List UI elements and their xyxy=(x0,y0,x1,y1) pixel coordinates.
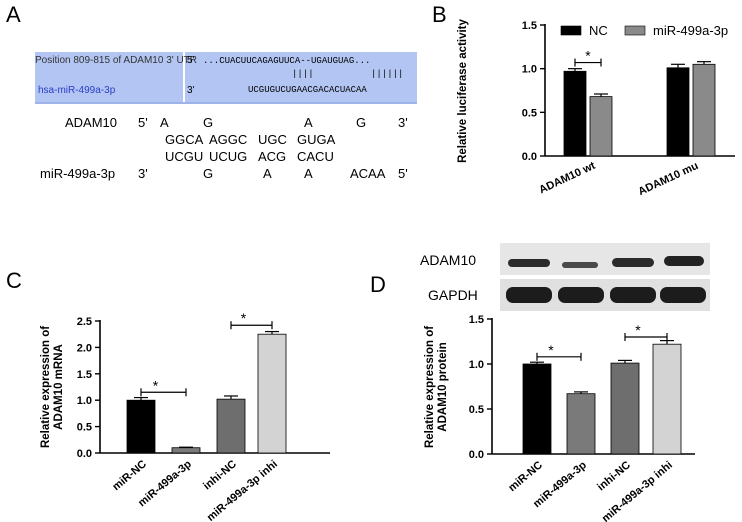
y-tick-label: 2.5 xyxy=(77,316,92,328)
western-blot: ADAM10 GAPDH xyxy=(420,243,710,313)
protein-expression-chart: 0.0 0.5 1.0 1.5 Relative expression ofADAM10… xyxy=(424,314,695,522)
adam10-three-prime: 3' xyxy=(398,115,408,130)
x-tick-label: miR-499a-3p inhi xyxy=(600,459,675,522)
adam10-bulge-2: G xyxy=(203,115,214,130)
blot-label-gapdh: GAPDH xyxy=(428,287,478,303)
legend-label: NC xyxy=(589,23,608,38)
bar xyxy=(610,362,640,455)
bar xyxy=(563,70,587,157)
mir-three-prime: 3' xyxy=(138,166,148,181)
legend-swatch xyxy=(560,25,582,36)
y-tick-label: 0.5 xyxy=(469,404,484,416)
mirna-three-prime: 3' xyxy=(187,85,195,96)
adam10-paired-2: AGGC xyxy=(209,132,248,147)
mir-five-prime: 5' xyxy=(398,166,408,181)
gapdh-band xyxy=(558,287,604,303)
x-tick-label: inhi-NC xyxy=(595,459,633,493)
utr-position-label: Position 809-815 of ADAM10 3' UTR xyxy=(35,55,197,66)
panel-a-letter: A xyxy=(6,2,21,27)
significance-star: * xyxy=(585,48,591,64)
adam10-label: ADAM10 xyxy=(65,115,118,130)
mir-paired-4: CACU xyxy=(297,149,334,164)
adam10-blot-strip xyxy=(500,243,710,275)
significance-star: * xyxy=(241,310,247,326)
legend-label: miR-499a-3p xyxy=(653,23,728,38)
y-tick-label: 0.5 xyxy=(77,422,92,434)
y-axis-label: Relative luciferase activity xyxy=(457,18,469,162)
mirna-name-label: hsa-miR-499a-3p xyxy=(38,85,116,96)
gapdh-band xyxy=(660,287,706,303)
utr-sequence: ...CUACUUCAGAGUUCA--UGAUGUAG... xyxy=(203,56,371,66)
mir-bulge-2: A xyxy=(263,166,272,181)
mir-bulge-1: G xyxy=(203,166,214,181)
y-tick-label: 1.0 xyxy=(522,64,537,76)
bar xyxy=(692,63,716,157)
utr-five-prime: 5' xyxy=(187,55,195,66)
significance-star: * xyxy=(153,377,159,393)
y-tick-label: 0.0 xyxy=(522,151,537,163)
significance-star: * xyxy=(635,322,641,338)
x-tick-label: ADAM10 wt xyxy=(537,160,597,197)
adam10-paired-4: GUGA xyxy=(297,132,336,147)
bar xyxy=(126,399,156,454)
panel-b-letter: B xyxy=(432,2,447,27)
mir-bulge-4: ACAA xyxy=(350,166,386,181)
pairing-marks-2: |||||| xyxy=(371,69,404,79)
mir-label: miR-499a-3p xyxy=(40,166,116,181)
gapdh-band xyxy=(506,287,552,303)
adam10-band xyxy=(508,259,550,267)
gapdh-band xyxy=(610,287,656,303)
bar xyxy=(257,333,287,454)
x-tick-label: miR-499a-3p inhi xyxy=(205,458,280,522)
y-tick-label: 0.0 xyxy=(77,448,92,460)
panel-c-letter: C xyxy=(6,268,22,293)
y-axis-label: Relative expression ofADAM10 protein xyxy=(424,326,449,448)
bar xyxy=(589,96,613,157)
mir-paired-2: UCUG xyxy=(209,149,248,164)
y-tick-label: 1.5 xyxy=(522,20,537,32)
adam10-paired-3: UGC xyxy=(258,132,287,147)
y-tick-label: 1.5 xyxy=(469,314,484,326)
pairing-marks-1: |||| xyxy=(292,69,314,79)
y-tick-label: 1.0 xyxy=(469,359,484,371)
y-tick-label: 0.0 xyxy=(469,449,484,461)
y-tick-label: 1.5 xyxy=(77,369,92,381)
adam10-bulge-1: A xyxy=(160,115,169,130)
luciferase-chart: 0.0 0.5 1.0 1.5 Relative luciferase activity… xyxy=(457,18,735,198)
panel-d-letter: D xyxy=(370,272,386,297)
bar xyxy=(666,67,690,157)
y-tick-label: 1.0 xyxy=(77,395,92,407)
adam10-bulge-3: A xyxy=(304,115,313,130)
bar xyxy=(171,447,201,454)
adam10-band xyxy=(562,262,598,268)
mirna-sequence: UCGUGUCUGAACGACACUACAA xyxy=(248,85,367,95)
adam10-bulge-4: G xyxy=(356,115,367,130)
x-tick-label: miR-NC xyxy=(110,458,149,493)
mrna-expression-chart: 0.0 0.5 1.0 1.5 2.0 2.5 Relative expression of… xyxy=(40,310,330,522)
x-tick-label: inhi-NC xyxy=(201,458,239,492)
adam10-band xyxy=(612,258,654,267)
bar xyxy=(566,393,596,455)
y-tick-label: 0.5 xyxy=(522,107,537,119)
alignment-box: Position 809-815 of ADAM10 3' UTR hsa-mi… xyxy=(35,52,417,104)
legend-swatch xyxy=(624,25,646,36)
x-tick-label: miR-NC xyxy=(506,459,545,494)
significance-star: * xyxy=(548,342,554,358)
bar xyxy=(216,398,246,454)
adam10-paired-1: GGCA xyxy=(165,132,204,147)
x-tick-label: ADAM10 mu xyxy=(636,160,700,198)
adam10-five-prime: 5' xyxy=(138,115,148,130)
adam10-band xyxy=(664,256,704,266)
bar xyxy=(522,363,552,455)
mir-paired-1: UCGU xyxy=(165,149,204,164)
y-axis-label: Relative expression ofADAM10 mRNA xyxy=(40,326,65,448)
blot-label-adam10: ADAM10 xyxy=(420,252,477,268)
gapdh-blot-strip xyxy=(500,279,710,311)
mir-bulge-3: A xyxy=(304,166,313,181)
mir-paired-3: ACG xyxy=(258,149,287,164)
bar xyxy=(652,343,682,455)
y-tick-label: 2.0 xyxy=(77,342,92,354)
